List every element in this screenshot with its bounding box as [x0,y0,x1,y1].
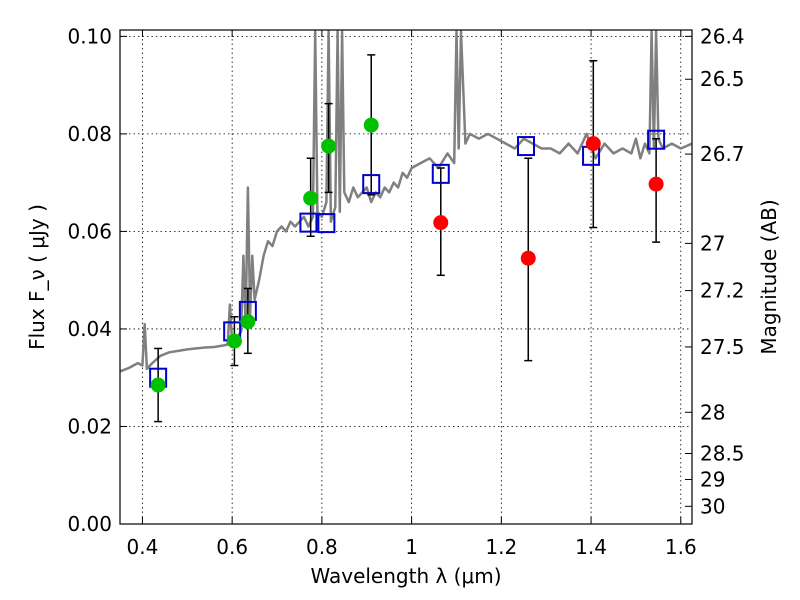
right-tick-label: 28.5 [700,442,745,466]
x-tick-label: 0.4 [127,535,159,559]
right-axis-label: Magnitude (AB) [757,199,781,354]
y-axis-label: Flux F_ν ( μJy ) [25,204,49,350]
observed-point [226,333,242,349]
errorbar-layer [154,54,661,423]
marker-layer [149,117,666,393]
right-tick-label: 27 [700,231,725,255]
spectrum-line [120,30,692,373]
right-tick-label: 26.5 [700,67,745,91]
x-axis-label: Wavelength λ (μm) [310,564,501,588]
observed-point [363,117,379,133]
observed-point [303,190,319,206]
spectrum-layer [120,30,692,373]
observed-point [240,314,256,330]
right-tick-label: 28 [700,400,725,424]
right-tick-label: 27.5 [700,335,745,359]
y-tick-label: 0.06 [67,219,112,243]
model-point [431,163,450,184]
y-tick-label: 0.10 [67,24,112,48]
model-point [647,129,666,150]
plot-frame [119,29,693,525]
y-tick-label: 0.08 [67,122,112,146]
right-tick-label: 29 [700,468,725,492]
limit-point [585,136,601,152]
right-tick-label: 26.4 [700,24,745,48]
x-tick-label: 0.6 [216,535,248,559]
x-tick-label: 1.6 [665,535,697,559]
right-tick-label: 27.2 [700,279,745,303]
tick-layer: 0.4 0.6 0.8 1 1.2 1.4 1.6 0.00 0.02 0.04 0.06 0.08 0… [67,24,744,559]
grid-lines [120,30,692,524]
model-point [317,213,336,234]
right-tick-label: 30 [700,494,725,518]
y-tick-label: 0.00 [67,512,112,536]
limit-point [433,215,449,231]
x-tick-label: 1.4 [575,535,607,559]
observed-point [150,377,166,393]
model-point [362,174,381,195]
x-tick-label: 0.8 [306,535,338,559]
model-point [517,136,536,157]
limit-point [520,250,536,266]
observed-point [321,138,337,154]
x-tick-label: 1.2 [485,535,517,559]
x-tick-label: 1 [405,535,418,559]
y-tick-label: 0.04 [67,317,112,341]
model-point [299,212,318,233]
right-tick-label: 26.7 [700,142,745,166]
limit-point [648,176,664,192]
y-tick-label: 0.02 [67,414,112,438]
